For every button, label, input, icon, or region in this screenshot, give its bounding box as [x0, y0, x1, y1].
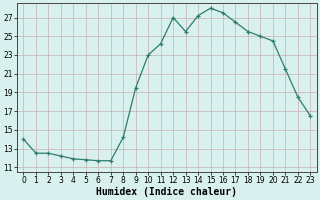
X-axis label: Humidex (Indice chaleur): Humidex (Indice chaleur) [96, 186, 237, 197]
